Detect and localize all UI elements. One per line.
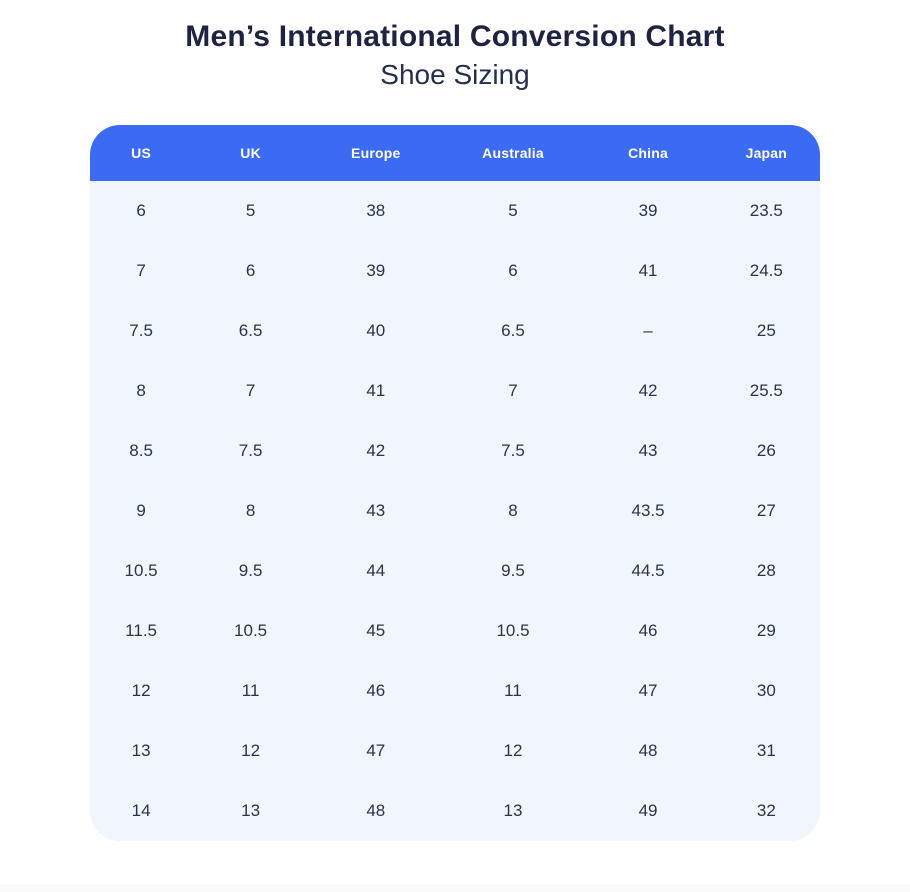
table-cell: 41 [308,361,443,422]
table-cell: 10.5 [442,601,584,662]
table-cell: 30 [712,661,820,722]
table-cell: 40 [308,301,443,362]
table-cell: 44.5 [583,541,713,602]
table-cell: 12 [90,661,193,722]
table-cell: 27 [712,481,820,542]
table-row: 14 13 48 13 49 32 [90,781,820,842]
table-cell: 5 [442,181,584,242]
table-row: 11.5 10.5 45 10.5 46 29 [90,601,820,662]
table-cell: 8 [192,481,309,542]
table-cell: 12 [442,721,584,782]
table-cell: 29 [712,601,820,662]
table-cell: 8 [90,361,193,422]
table-cell: 11.5 [90,601,193,662]
table-cell: 10.5 [90,541,193,602]
column-header: Europe [308,125,443,182]
table-row: 9 8 43 8 43.5 27 [90,481,820,542]
table-cell: 42 [308,421,443,482]
table-cell: 47 [308,721,443,782]
table-cell: 9 [90,481,193,542]
table-cell: 39 [583,181,713,242]
table-cell: – [583,301,713,362]
table-cell: 6 [90,181,193,242]
section-divider [0,884,910,892]
table-cell: 7.5 [442,421,584,482]
table-cell: 41 [583,241,713,302]
table-cell: 24.5 [712,241,820,302]
table-cell: 7.5 [90,301,193,362]
conversion-table-container: US UK Europe Australia China Japan 6 5 38 5 39 23.… [90,125,820,842]
table-header: US UK Europe Australia China Japan [90,125,820,182]
table-cell: 42 [583,361,713,422]
table-cell: 13 [442,781,584,842]
table-cell: 25.5 [712,361,820,422]
table-cell: 6.5 [192,301,309,362]
table-cell: 43 [308,481,443,542]
table-cell: 6 [192,241,309,302]
table-cell: 32 [712,781,820,842]
table-cell: 43 [583,421,713,482]
table-cell: 8 [442,481,584,542]
table-header-row: US UK Europe Australia China Japan [90,125,820,182]
table-cell: 6.5 [442,301,584,362]
column-header: Australia [442,125,584,182]
table-row: 6 5 38 5 39 23.5 [90,181,820,242]
table-cell: 47 [583,661,713,722]
table-cell: 44 [308,541,443,602]
table-cell: 9.5 [192,541,309,602]
table-cell: 11 [442,661,584,722]
table-row: 8.5 7.5 42 7.5 43 26 [90,421,820,482]
table-cell: 7 [90,241,193,302]
table-cell: 43.5 [583,481,713,542]
table-cell: 31 [712,721,820,782]
table-body: 6 5 38 5 39 23.5 7 6 39 6 41 24.5 7.5 6.5 40 6.5–25 8 7 41… [90,181,820,842]
table-cell: 7 [442,361,584,422]
column-header: China [583,125,713,182]
table-cell: 7 [192,361,309,422]
table-row: 8 7 41 7 42 25.5 [90,361,820,422]
table-cell: 48 [308,781,443,842]
table-cell: 26 [712,421,820,482]
table-row: 13 12 47 12 48 31 [90,721,820,782]
table-cell: 9.5 [442,541,584,602]
table-row: 10.5 9.5 44 9.5 44.5 28 [90,541,820,602]
table-cell: 13 [90,721,193,782]
header-block: Men’s International Conversion Chart Sho… [0,0,910,91]
table-cell: 13 [192,781,309,842]
table-cell: 25 [712,301,820,362]
table-row: 7 6 39 6 41 24.5 [90,241,820,302]
table-row: 7.5 6.5 40 6.5–25 [90,301,820,362]
table-cell: 46 [308,661,443,722]
table-cell: 8.5 [90,421,193,482]
table-cell: 49 [583,781,713,842]
table-cell: 12 [192,721,309,782]
table-cell: 5 [192,181,309,242]
table-cell: 39 [308,241,443,302]
conversion-table: US UK Europe Australia China Japan 6 5 38 5 39 23.… [90,125,820,842]
page-title: Men’s International Conversion Chart [185,20,725,53]
column-header: UK [192,125,309,182]
table-cell: 48 [583,721,713,782]
table-cell: 14 [90,781,193,842]
table-cell: 38 [308,181,443,242]
table-cell: 23.5 [712,181,820,242]
table-cell: 46 [583,601,713,662]
table-cell: 10.5 [192,601,309,662]
table-cell: 7.5 [192,421,309,482]
table-cell: 28 [712,541,820,602]
table-row: 12 11 46 11 47 30 [90,661,820,722]
table-cell: 45 [308,601,443,662]
column-header: US [90,125,193,182]
table-cell: 6 [442,241,584,302]
table-cell: 11 [192,661,309,722]
page-subtitle: Shoe Sizing [380,59,530,90]
column-header: Japan [712,125,820,182]
